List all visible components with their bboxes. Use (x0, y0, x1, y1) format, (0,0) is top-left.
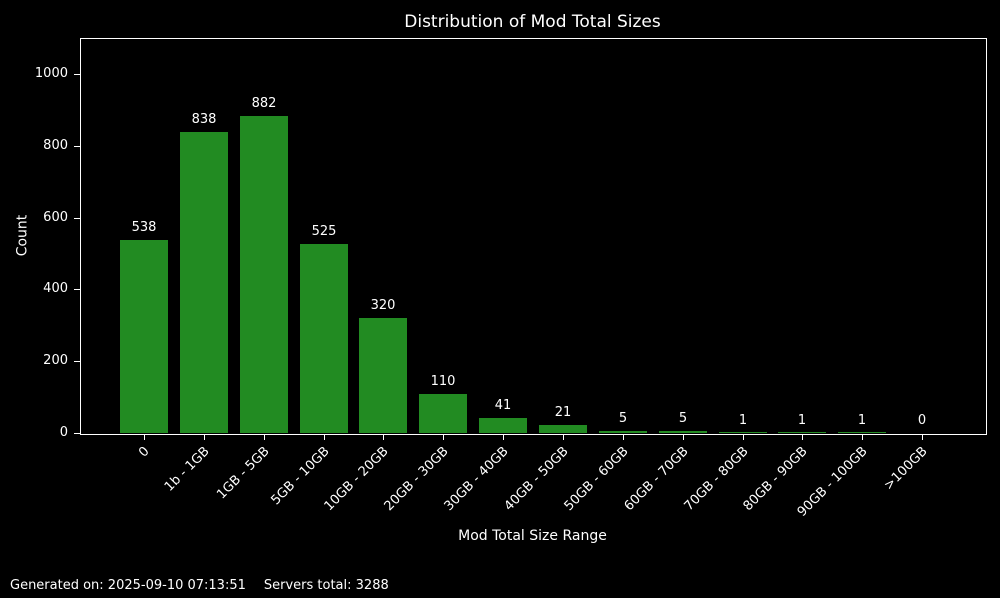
x-tick-mark (383, 435, 384, 440)
servers-total-count: Servers total: 3288 (263, 578, 389, 593)
bar-value-label: 0 (917, 413, 927, 428)
bar-value-label: 838 (191, 112, 217, 127)
bar (180, 132, 228, 433)
bar (778, 432, 826, 433)
bar-value-label: 5 (678, 411, 688, 426)
bar (838, 432, 886, 433)
y-tick-mark (74, 146, 80, 147)
bar (300, 244, 348, 433)
y-tick-mark (74, 433, 80, 434)
y-tick-label: 200 (43, 353, 68, 368)
x-tick-mark (743, 435, 744, 440)
y-tick-label: 600 (43, 210, 68, 225)
bar-value-label: 882 (251, 96, 277, 111)
generated-timestamp: Generated on: 2025-09-10 07:13:51 (10, 578, 246, 593)
x-tick-mark (862, 435, 863, 440)
bar-value-label: 41 (494, 398, 512, 413)
y-tick-mark (74, 74, 80, 75)
bar (719, 432, 767, 433)
bottom-divider (0, 598, 1000, 600)
y-tick-mark (74, 218, 80, 219)
bar (359, 318, 407, 433)
y-tick-label: 0 (59, 425, 68, 440)
x-tick-mark (264, 435, 265, 440)
bar-value-label: 1 (738, 413, 748, 428)
bar-value-label: 1 (797, 413, 807, 428)
bar (240, 116, 288, 433)
bar-value-label: 5 (618, 411, 628, 426)
bar (599, 431, 647, 433)
footer: Generated on: 2025-09-10 07:13:51 Servers… (10, 578, 389, 593)
bar (659, 431, 707, 433)
bar-value-label: 320 (370, 298, 396, 313)
y-tick-mark (74, 361, 80, 362)
x-tick-mark (563, 435, 564, 440)
x-tick-mark (443, 435, 444, 440)
bar-value-label: 525 (311, 224, 337, 239)
x-tick-mark (802, 435, 803, 440)
bar-value-label: 538 (131, 220, 157, 235)
x-tick-mark (204, 435, 205, 440)
bar (419, 393, 467, 433)
chart-title: Distribution of Mod Total Sizes (404, 12, 661, 32)
x-tick-mark (503, 435, 504, 440)
y-axis-label: Count (14, 214, 31, 257)
x-axis-label: Mod Total Size Range (458, 528, 607, 544)
bar (479, 418, 527, 433)
bar (539, 425, 587, 433)
bar-value-label: 1 (857, 413, 867, 428)
x-tick-mark (144, 435, 145, 440)
x-tick-mark (922, 435, 923, 440)
bar-value-label: 21 (554, 405, 572, 420)
y-tick-label: 1000 (34, 66, 68, 81)
bar (120, 239, 168, 433)
y-tick-label: 400 (43, 281, 68, 296)
y-tick-label: 800 (43, 138, 68, 153)
bar-value-label: 110 (430, 374, 456, 389)
x-tick-mark (623, 435, 624, 440)
plot-area (80, 38, 987, 435)
x-tick-mark (683, 435, 684, 440)
y-tick-mark (74, 289, 80, 290)
x-tick-mark (324, 435, 325, 440)
